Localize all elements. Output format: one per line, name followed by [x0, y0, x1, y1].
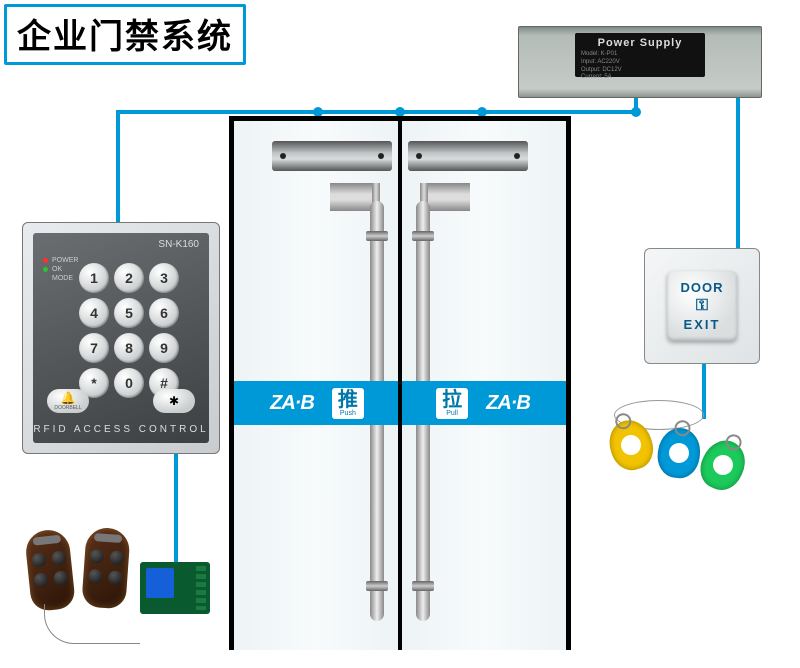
- glass-double-door: ZA·B 推 Push 拉 Pull ZA·B: [229, 116, 571, 650]
- bell-icon: 🔔: [61, 391, 76, 405]
- keypad-model: SN-K160: [158, 239, 199, 250]
- push-sign: 推 Push: [332, 388, 364, 419]
- pull-zh: 拉: [442, 389, 462, 411]
- doorbell-key[interactable]: 🔔 DOORBELL: [47, 389, 89, 413]
- door-band-right: 拉 Pull ZA·B: [400, 381, 566, 425]
- diagram-title: 企业门禁系统: [4, 4, 246, 65]
- door-band-left: ZA·B 推 Push: [234, 381, 400, 425]
- door-exit-button[interactable]: DOOR ⚿ EXIT: [667, 271, 737, 341]
- psu-spec-2: Output: DC12V: [581, 67, 699, 75]
- push-en: Push: [338, 410, 358, 417]
- ok-key[interactable]: ✱: [153, 389, 195, 413]
- psu-spec-0: Model: K-P01: [581, 51, 699, 59]
- junction-node: [631, 107, 641, 117]
- rf-remote-2: [81, 527, 130, 610]
- psu-label-plate: Power Supply Model: K-P01 Input: AC220V …: [575, 33, 705, 77]
- rf-remote-1: [24, 528, 76, 612]
- brand-logo-right: ZA·B: [486, 392, 530, 415]
- psu-spec-3: Current: 5A: [581, 74, 699, 82]
- diagram-title-text: 企业门禁系统: [17, 18, 233, 56]
- pull-sign: 拉 Pull: [436, 388, 468, 419]
- psu-spec-1: Input: AC220V: [581, 59, 699, 67]
- keypad-key-3[interactable]: 3: [149, 263, 179, 293]
- pull-en: Pull: [442, 410, 462, 417]
- rfid-fob-blue: [655, 425, 704, 480]
- keypad-key-7[interactable]: 7: [79, 333, 109, 363]
- keypad-grid: 123456789*0#: [79, 263, 179, 398]
- exit-line2: EXIT: [684, 317, 721, 332]
- psu-title: Power Supply: [581, 37, 699, 49]
- keypad-key-0[interactable]: 0: [114, 368, 144, 398]
- keypad-footer: RFID ACCESS CONTROL: [33, 424, 209, 435]
- exit-button-plate: DOOR ⚿ EXIT: [644, 248, 760, 364]
- magnetic-lock-right: [408, 141, 528, 171]
- keypad-key-1[interactable]: 1: [79, 263, 109, 293]
- rf-receiver-module: [140, 562, 210, 614]
- ok-icon: ✱: [169, 394, 179, 408]
- keypad-leds: POWER OK MODE: [43, 255, 78, 284]
- power-supply: Power Supply Model: K-P01 Input: AC220V …: [518, 26, 762, 98]
- rfid-fob-green: [693, 433, 752, 496]
- led-mode: [43, 276, 48, 281]
- keypad-key-8[interactable]: 8: [114, 333, 144, 363]
- led-power: [43, 258, 48, 263]
- keypad-key-2[interactable]: 2: [114, 263, 144, 293]
- keypad-key-5[interactable]: 5: [114, 298, 144, 328]
- rfid-keypad-reader: SN-K160 POWER OK MODE 123456789*0# 🔔 DOO…: [22, 222, 220, 454]
- connection-wire: [116, 110, 638, 114]
- keypad-key-6[interactable]: 6: [149, 298, 179, 328]
- remote-keychain: [44, 604, 140, 644]
- bell-label: DOORBELL: [54, 405, 81, 411]
- connection-wire: [116, 110, 120, 224]
- exit-line1: DOOR: [681, 280, 724, 295]
- connection-wire: [736, 98, 740, 250]
- keypad-panel: SN-K160 POWER OK MODE 123456789*0# 🔔 DOO…: [33, 233, 209, 443]
- connection-wire: [174, 454, 178, 564]
- keypad-key-4[interactable]: 4: [79, 298, 109, 328]
- door-branding-band: ZA·B 推 Push 拉 Pull ZA·B: [234, 381, 566, 425]
- led-ok: [43, 267, 48, 272]
- key-icon: ⚿: [696, 297, 708, 315]
- push-zh: 推: [338, 389, 358, 411]
- magnetic-lock-left: [272, 141, 392, 171]
- brand-logo-left: ZA·B: [270, 392, 314, 415]
- keypad-key-9[interactable]: 9: [149, 333, 179, 363]
